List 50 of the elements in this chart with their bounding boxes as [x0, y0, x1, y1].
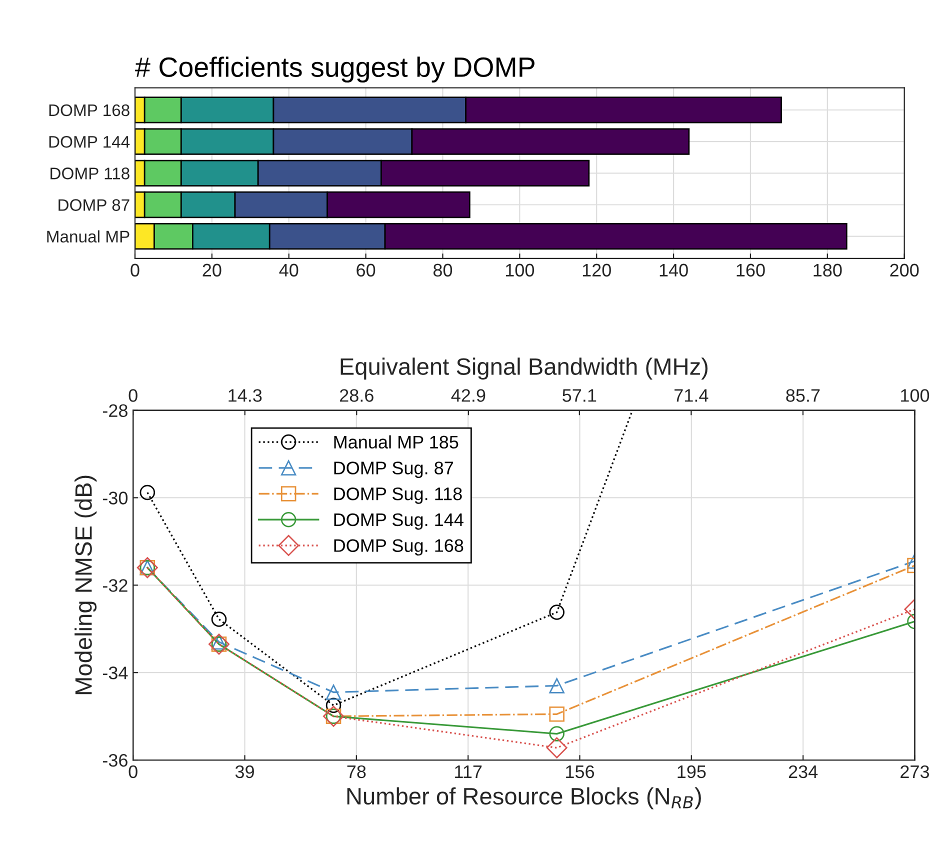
y-tick-label: DOMP 144: [49, 136, 130, 148]
x-tick-label: 160: [736, 264, 765, 277]
x-tick-label: 180: [814, 264, 842, 277]
x-tick-label: 80: [433, 264, 452, 277]
x-tick-label: 100: [506, 264, 534, 277]
x2-tick-label: 14.3: [228, 389, 262, 402]
x-tick-label: 234: [788, 765, 818, 778]
legend-label: DOMP Sug. 168: [334, 539, 464, 556]
x-tick-label: 195: [678, 765, 706, 778]
point: [326, 684, 342, 700]
x-tick-label: 78: [347, 765, 366, 778]
y-tick-label: DOMP 87: [58, 199, 130, 211]
x2-tick-label: 0: [128, 389, 138, 402]
x-tick-label: 40: [279, 264, 298, 277]
x-tick-label: 39: [235, 765, 254, 778]
point: [326, 698, 342, 714]
x-tick-label: 140: [660, 264, 688, 277]
x-tick-label: 0: [130, 264, 140, 277]
x2-tick-label: 71.4: [674, 389, 708, 402]
x2-tick-label: 57.1: [562, 389, 596, 402]
legend-label: DOMP Sug. 87: [334, 462, 454, 478]
point: [211, 612, 227, 627]
x-tick-label: 200: [890, 264, 919, 277]
y-tick-label: -30: [102, 492, 128, 504]
x-tick-label: 0: [128, 765, 138, 778]
x2-tick-label: 100: [901, 389, 930, 402]
y-tick-label: -32: [102, 579, 128, 592]
x-axis-title: Number of Resource Blocks (N$_{RB}$): [347, 787, 701, 810]
x-tick-label: 20: [202, 264, 222, 277]
point: [140, 484, 156, 500]
y-tick-label: DOMP 168: [49, 104, 130, 116]
legend-label: DOMP Sug. 144: [334, 513, 464, 530]
x2-axis-title: Equivalent Signal Bandwidth (MHz): [340, 358, 708, 380]
y-tick-label: Manual MP: [47, 230, 130, 243]
y-tick-label: -28: [102, 404, 128, 418]
x2-tick-label: 28.6: [340, 389, 374, 402]
x-tick-label: 120: [582, 264, 611, 277]
legend-label: DOMP Sug. 118: [334, 487, 462, 504]
x-tick-label: 117: [455, 766, 482, 778]
x-tick-label: 60: [356, 264, 376, 277]
y-tick-label: DOMP 118: [50, 168, 130, 180]
legend-label: Manual MP 185: [334, 435, 458, 449]
y-axis-title: Modeling NMSE (dB): [74, 476, 97, 694]
x-tick-label: 273: [900, 765, 930, 778]
y-tick-label: -34: [102, 666, 128, 680]
x2-tick-label: 42.9: [451, 389, 486, 402]
y-tick-label: -36: [102, 754, 128, 767]
x-tick-label: 156: [566, 765, 594, 778]
chart-title: # Coefficients suggest by DOMP: [135, 56, 534, 83]
x2-tick-label: 85.7: [786, 389, 820, 402]
